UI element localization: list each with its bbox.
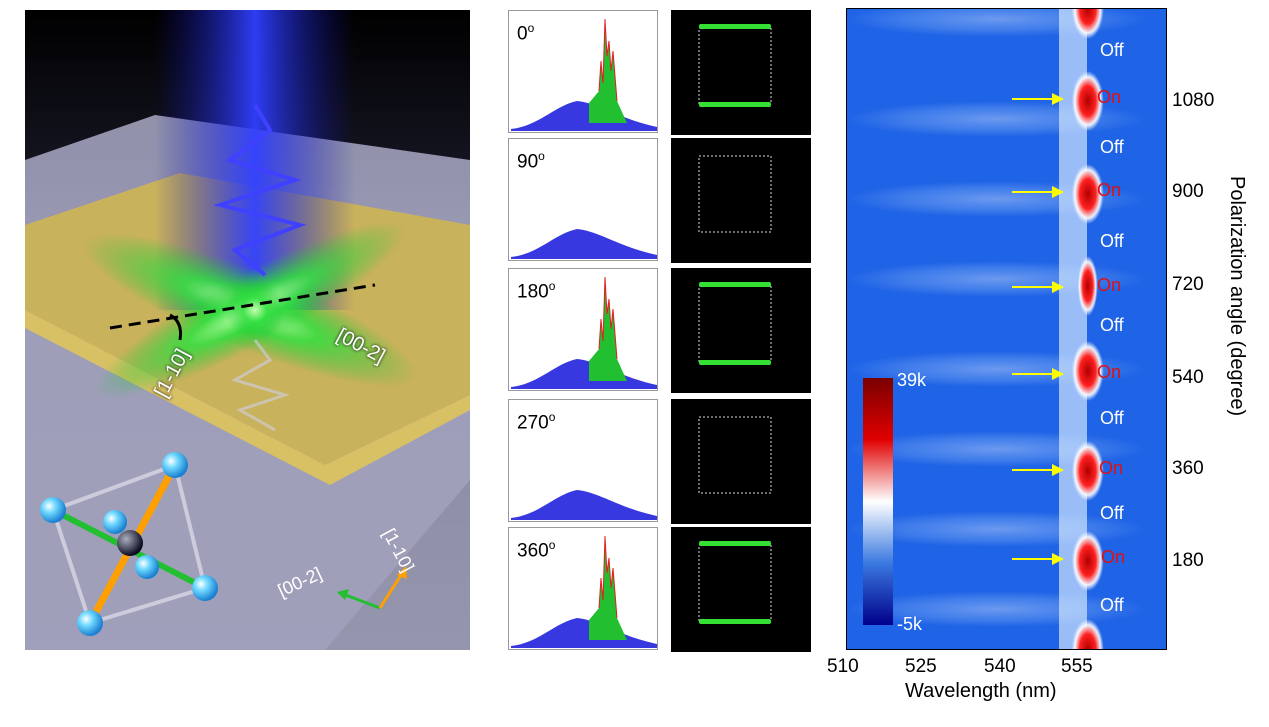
- crystal-outline: [698, 416, 772, 494]
- yellow-arrow-icon: [1012, 184, 1064, 205]
- emission-hotspot: [1071, 9, 1104, 39]
- emission-image-4: [671, 527, 811, 652]
- device-illustration-svg: [25, 10, 470, 650]
- yellow-arrow-icon: [1012, 551, 1064, 572]
- broad-emission-curve: [511, 101, 657, 131]
- y-tick-900: 900: [1172, 181, 1204, 202]
- emission-hotspot: [1071, 164, 1104, 224]
- top-edge-emission: [699, 282, 771, 287]
- bottom-edge-emission: [699, 102, 771, 107]
- state-label-off: Off: [1100, 408, 1124, 428]
- yellow-arrow-icon: [1012, 279, 1064, 300]
- crystal-outline: [698, 27, 772, 105]
- spectrum-panel-90: 90o: [508, 138, 658, 261]
- state-label-off: Off: [1100, 315, 1124, 335]
- emission-hotspot: [1071, 71, 1104, 131]
- top-edge-emission: [699, 541, 771, 546]
- emission-hotspot: [1071, 341, 1104, 401]
- spectrum-panel-360: 360o: [508, 527, 658, 650]
- y-tick-1080: 1080: [1172, 90, 1215, 111]
- emission-image-3: [671, 399, 811, 524]
- y-axis-label: Polarization angle (degree): [1226, 176, 1248, 417]
- y-tick-540: 540: [1172, 367, 1204, 388]
- state-label-on: On: [1097, 87, 1122, 107]
- state-label-on: On: [1097, 275, 1122, 295]
- heatmap-svg: [847, 9, 1147, 649]
- x-axis-label: Wavelength (nm): [905, 680, 1057, 702]
- spectrum-angle-label: 360o: [517, 538, 556, 562]
- spectrum-angle-label: 270o: [517, 410, 556, 434]
- crystal-outline: [698, 285, 772, 363]
- x-tick-540: 540: [984, 656, 1016, 677]
- lasing-peak: [589, 19, 627, 123]
- emission-image-1: [671, 138, 811, 263]
- spectrum-angle-label: 0o: [517, 21, 535, 45]
- state-label-on: On: [1099, 458, 1124, 478]
- colorbar-max-label: 39k: [897, 370, 927, 390]
- state-label-off: Off: [1100, 231, 1124, 251]
- crystal-outline: [698, 544, 772, 622]
- state-label-on: On: [1097, 362, 1122, 382]
- emission-image-0: [671, 10, 811, 135]
- state-label-off: Off: [1100, 137, 1124, 157]
- yellow-arrow-icon: [1012, 462, 1064, 483]
- bottom-edge-emission: [699, 619, 771, 624]
- emission-image-2: [671, 268, 811, 393]
- spectrum-panel-180: 180o: [508, 268, 658, 391]
- y-tick-360: 360: [1172, 458, 1204, 479]
- yellow-arrow-icon: [1012, 91, 1064, 112]
- colorbar-min-label: -5k: [897, 614, 923, 634]
- broad-emission-curve: [511, 490, 657, 520]
- emission-hotspot: [1071, 531, 1104, 591]
- octahedron-icon: [40, 452, 218, 636]
- colorbar: [863, 378, 893, 625]
- state-label-off: Off: [1100, 40, 1124, 60]
- state-label-off: Off: [1100, 503, 1124, 523]
- spectrum-panel-270: 270o: [508, 399, 658, 522]
- lasing-peak: [589, 536, 627, 640]
- spectrum-panel-0: 0o: [508, 10, 658, 133]
- state-label-off: Off: [1100, 595, 1124, 615]
- emission-hotspot: [1071, 619, 1104, 649]
- spectrum-angle-label: 180o: [517, 279, 556, 303]
- broad-emission-curve: [511, 618, 657, 648]
- broad-emission-curve: [511, 359, 657, 389]
- broad-emission-curve: [511, 229, 657, 259]
- x-tick-525: 525: [905, 656, 937, 677]
- heatmap-plot: [846, 8, 1167, 650]
- top-edge-emission: [699, 24, 771, 29]
- y-tick-720: 720: [1172, 274, 1204, 295]
- spectrum-angle-label: 90o: [517, 149, 545, 173]
- yellow-arrow-icon: [1012, 366, 1064, 387]
- device-illustration: [1-10] [00-2] [1-10] [00-2]: [25, 10, 470, 650]
- x-tick-555: 555: [1061, 656, 1093, 677]
- emission-hotspot: [1071, 441, 1104, 501]
- lasing-peak: [589, 277, 627, 381]
- y-tick-180: 180: [1172, 550, 1204, 571]
- x-tick-510: 510: [827, 656, 859, 677]
- bottom-edge-emission: [699, 360, 771, 365]
- state-label-on: On: [1097, 180, 1122, 200]
- state-label-on: On: [1101, 547, 1126, 567]
- crystal-outline: [698, 155, 772, 233]
- emission-hotspot: [1077, 256, 1098, 316]
